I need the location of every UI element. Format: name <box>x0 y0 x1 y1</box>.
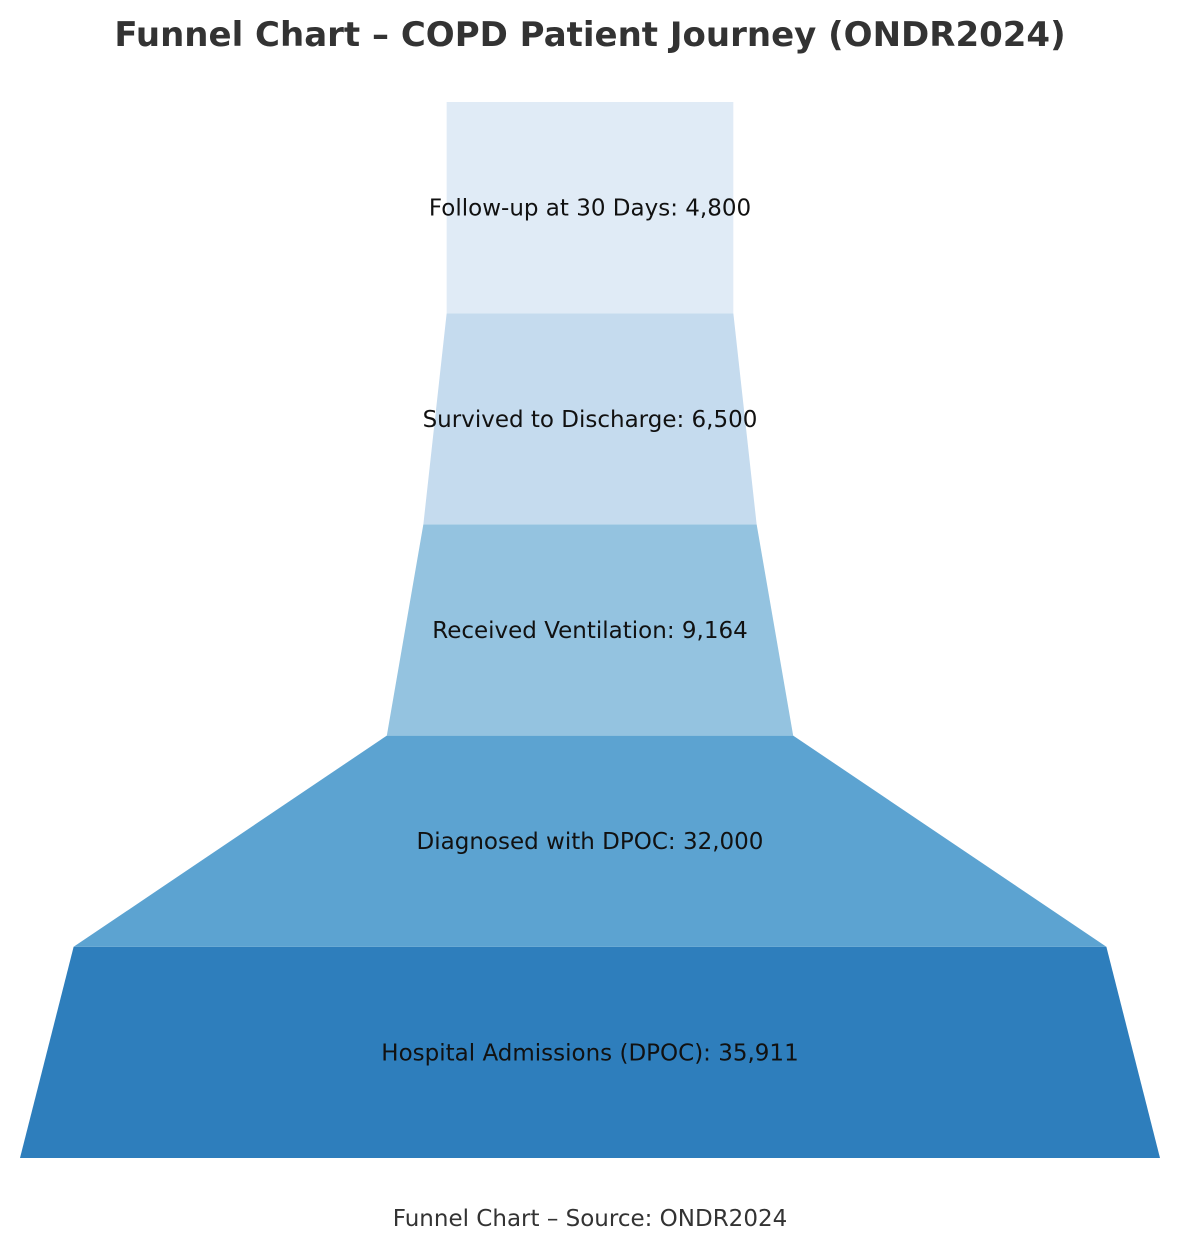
funnel-label-hospital-admissions-dpoc: Hospital Admissions (DPOC): 35,911 <box>381 1040 798 1066</box>
funnel-labels: Hospital Admissions (DPOC): 35,911 Diagno… <box>381 196 798 1067</box>
funnel-segment-hospital-admissions-dpoc <box>20 946 1160 1158</box>
funnel-segment-received-ventilation <box>386 524 794 736</box>
funnel-segment-diagnosed-with-dpoc <box>73 735 1107 947</box>
funnel-label-follow-up-at-30-days: Follow-up at 30 Days: 4,800 <box>429 196 751 222</box>
funnel-segments <box>20 102 1160 1158</box>
funnel-segment-survived-to-discharge <box>423 313 757 525</box>
chart-caption: Funnel Chart – Source: ONDR2024 <box>393 1206 787 1232</box>
funnel-label-diagnosed-with-dpoc: Diagnosed with DPOC: 32,000 <box>417 829 764 855</box>
chart-title: Funnel Chart – COPD Patient Journey (OND… <box>114 15 1065 55</box>
funnel-label-received-ventilation: Received Ventilation: 9,164 <box>432 618 748 644</box>
funnel-segment-follow-up-at-30-days <box>446 102 734 314</box>
funnel-label-survived-to-discharge: Survived to Discharge: 6,500 <box>423 407 758 433</box>
